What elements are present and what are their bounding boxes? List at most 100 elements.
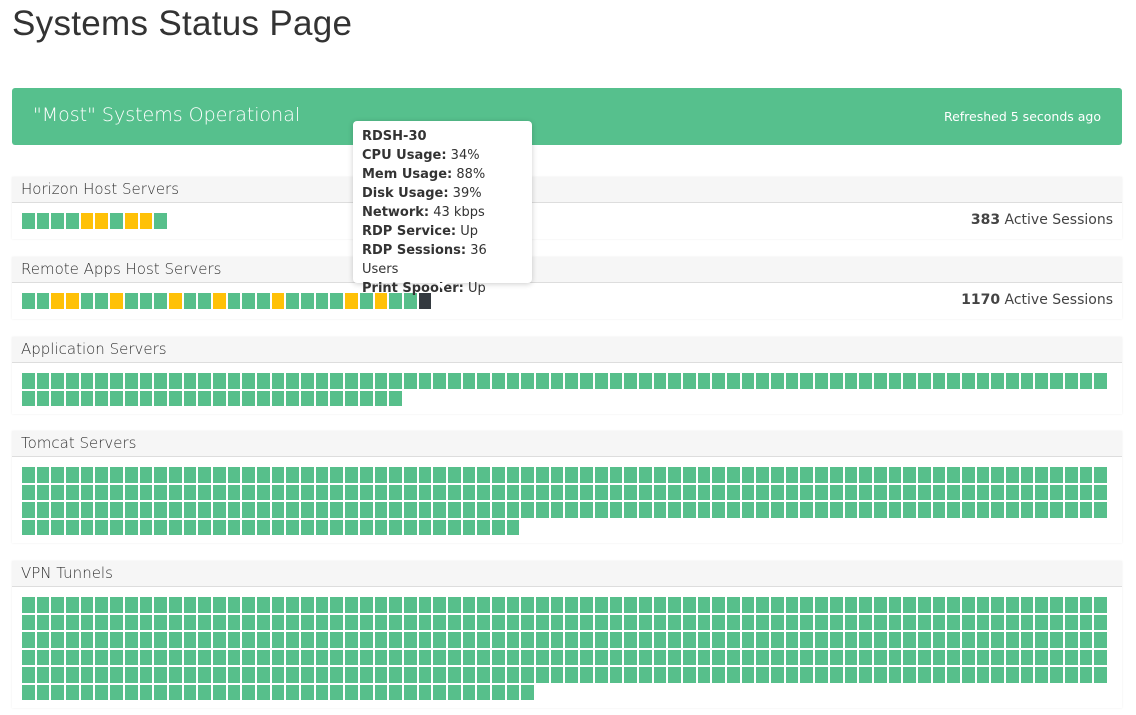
server-status-up[interactable] (550, 502, 564, 518)
server-status-up[interactable] (110, 614, 123, 630)
server-status-up[interactable] (492, 519, 505, 535)
server-status-up[interactable] (301, 614, 314, 630)
server-status-up[interactable] (550, 597, 564, 613)
server-status-up[interactable] (829, 649, 843, 665)
server-status-up[interactable] (1079, 467, 1093, 483)
server-status-up[interactable] (741, 467, 755, 483)
server-status-up[interactable] (624, 467, 637, 483)
server-status-up[interactable] (139, 667, 153, 683)
server-status-up[interactable] (418, 632, 432, 648)
server-status-up[interactable] (638, 373, 652, 389)
server-status-up[interactable] (359, 502, 373, 518)
server-status-up[interactable] (741, 632, 755, 648)
server-status-up[interactable] (447, 373, 461, 389)
server-status-up[interactable] (932, 667, 946, 683)
server-status-up[interactable] (1050, 597, 1063, 613)
server-status-up[interactable] (301, 597, 314, 613)
server-status-up[interactable] (447, 614, 461, 630)
server-status-up[interactable] (433, 632, 446, 648)
server-status-up[interactable] (139, 519, 153, 535)
server-status-up[interactable] (756, 667, 770, 683)
server-status-up[interactable] (66, 484, 79, 500)
server-status-up[interactable] (301, 649, 314, 665)
server-status-up[interactable] (242, 293, 255, 309)
server-status-up[interactable] (36, 649, 50, 665)
server-status-up[interactable] (374, 502, 388, 518)
server-status-up[interactable] (903, 667, 916, 683)
server-status-up[interactable] (903, 649, 916, 665)
server-status-up[interactable] (183, 632, 197, 648)
server-status-up[interactable] (917, 632, 931, 648)
server-status-up[interactable] (110, 684, 123, 700)
server-status-up[interactable] (242, 614, 255, 630)
server-status-up[interactable] (638, 649, 652, 665)
server-status-selected[interactable] (418, 293, 432, 309)
server-status-up[interactable] (609, 614, 623, 630)
server-status-up[interactable] (124, 614, 138, 630)
server-status-up[interactable] (124, 484, 138, 500)
server-status-up[interactable] (536, 649, 549, 665)
server-status-up[interactable] (536, 484, 549, 500)
server-status-up[interactable] (242, 597, 255, 613)
server-status-up[interactable] (932, 467, 946, 483)
server-status-up[interactable] (932, 373, 946, 389)
server-status-up[interactable] (1035, 597, 1049, 613)
server-status-up[interactable] (1006, 373, 1019, 389)
server-status-up[interactable] (580, 632, 593, 648)
server-status-up[interactable] (771, 667, 784, 683)
server-status-up[interactable] (374, 667, 388, 683)
server-status-up[interactable] (80, 484, 94, 500)
server-status-up[interactable] (697, 597, 711, 613)
server-status-up[interactable] (212, 649, 226, 665)
server-status-up[interactable] (403, 502, 417, 518)
server-status-up[interactable] (565, 667, 579, 683)
server-status-up[interactable] (727, 467, 740, 483)
server-status-up[interactable] (227, 519, 241, 535)
server-status-warning[interactable] (110, 293, 123, 309)
server-status-up[interactable] (594, 649, 608, 665)
server-status-up[interactable] (1079, 484, 1093, 500)
server-status-up[interactable] (477, 484, 490, 500)
server-status-up[interactable] (124, 502, 138, 518)
server-status-up[interactable] (976, 502, 990, 518)
server-status-up[interactable] (800, 373, 814, 389)
server-status-up[interactable] (947, 614, 960, 630)
server-status-up[interactable] (1006, 632, 1019, 648)
server-status-up[interactable] (66, 684, 79, 700)
server-status-up[interactable] (154, 632, 167, 648)
server-status-up[interactable] (139, 502, 153, 518)
server-status-warning[interactable] (80, 213, 94, 229)
server-status-up[interactable] (198, 467, 211, 483)
server-status-up[interactable] (859, 632, 872, 648)
server-status-up[interactable] (227, 597, 241, 613)
server-status-up[interactable] (565, 502, 579, 518)
server-status-up[interactable] (389, 684, 402, 700)
server-status-up[interactable] (492, 502, 505, 518)
server-status-up[interactable] (962, 373, 975, 389)
server-status-up[interactable] (1006, 597, 1019, 613)
server-status-up[interactable] (829, 373, 843, 389)
server-status-up[interactable] (785, 484, 799, 500)
server-status-up[interactable] (389, 293, 402, 309)
server-status-up[interactable] (741, 597, 755, 613)
server-status-up[interactable] (800, 614, 814, 630)
server-status-up[interactable] (139, 597, 153, 613)
server-status-up[interactable] (374, 649, 388, 665)
server-status-up[interactable] (712, 467, 725, 483)
server-status-up[interactable] (22, 390, 35, 406)
server-status-up[interactable] (433, 519, 446, 535)
server-status-up[interactable] (110, 649, 123, 665)
server-status-up[interactable] (873, 597, 887, 613)
server-status-up[interactable] (359, 632, 373, 648)
server-status-up[interactable] (815, 502, 828, 518)
server-status-up[interactable] (653, 632, 667, 648)
server-status-up[interactable] (447, 502, 461, 518)
server-status-up[interactable] (447, 667, 461, 683)
server-status-up[interactable] (653, 373, 667, 389)
server-status-up[interactable] (859, 649, 872, 665)
server-status-up[interactable] (1064, 502, 1078, 518)
server-status-up[interactable] (756, 502, 770, 518)
server-status-up[interactable] (815, 632, 828, 648)
server-status-up[interactable] (638, 597, 652, 613)
server-status-up[interactable] (506, 632, 520, 648)
